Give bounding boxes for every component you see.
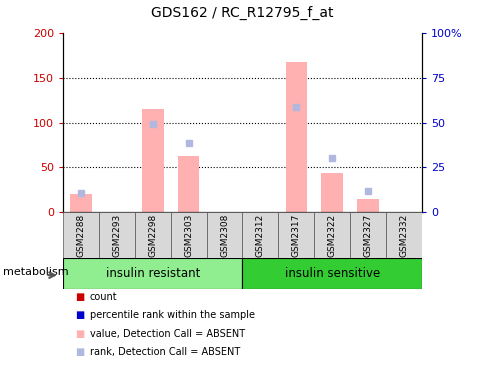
Bar: [70, 194, 91, 212]
Bar: [385, 212, 421, 258]
Text: count: count: [90, 292, 117, 302]
Text: GSM2288: GSM2288: [76, 213, 85, 257]
Bar: [178, 156, 199, 212]
Bar: [135, 212, 170, 258]
Text: GSM2293: GSM2293: [112, 213, 121, 257]
Text: GDS162 / RC_R12795_f_at: GDS162 / RC_R12795_f_at: [151, 5, 333, 20]
Text: GSM2322: GSM2322: [327, 214, 336, 257]
Bar: [99, 212, 135, 258]
Text: GSM2317: GSM2317: [291, 213, 300, 257]
Text: metabolism: metabolism: [3, 267, 69, 277]
Text: value, Detection Call = ABSENT: value, Detection Call = ABSENT: [90, 329, 244, 339]
Text: GSM2312: GSM2312: [256, 213, 264, 257]
Text: GSM2327: GSM2327: [363, 213, 372, 257]
Text: GSM2298: GSM2298: [148, 213, 157, 257]
Text: insulin sensitive: insulin sensitive: [284, 267, 379, 280]
Bar: [349, 212, 385, 258]
Bar: [357, 199, 378, 212]
Bar: [278, 212, 314, 258]
Text: ■: ■: [75, 310, 84, 320]
Bar: [285, 61, 306, 212]
Text: rank, Detection Call = ABSENT: rank, Detection Call = ABSENT: [90, 347, 240, 357]
Bar: [63, 212, 99, 258]
Bar: [170, 212, 206, 258]
Text: insulin resistant: insulin resistant: [106, 267, 199, 280]
Text: GSM2332: GSM2332: [399, 213, 408, 257]
Text: GSM2308: GSM2308: [220, 213, 228, 257]
Bar: [206, 212, 242, 258]
Text: ■: ■: [75, 292, 84, 302]
Bar: [321, 173, 342, 212]
Text: ■: ■: [75, 347, 84, 357]
Bar: [242, 258, 421, 289]
Text: ■: ■: [75, 329, 84, 339]
Bar: [63, 258, 242, 289]
Text: GSM2303: GSM2303: [184, 213, 193, 257]
Bar: [142, 109, 163, 212]
Bar: [314, 212, 349, 258]
Text: percentile rank within the sample: percentile rank within the sample: [90, 310, 254, 320]
Bar: [242, 212, 278, 258]
